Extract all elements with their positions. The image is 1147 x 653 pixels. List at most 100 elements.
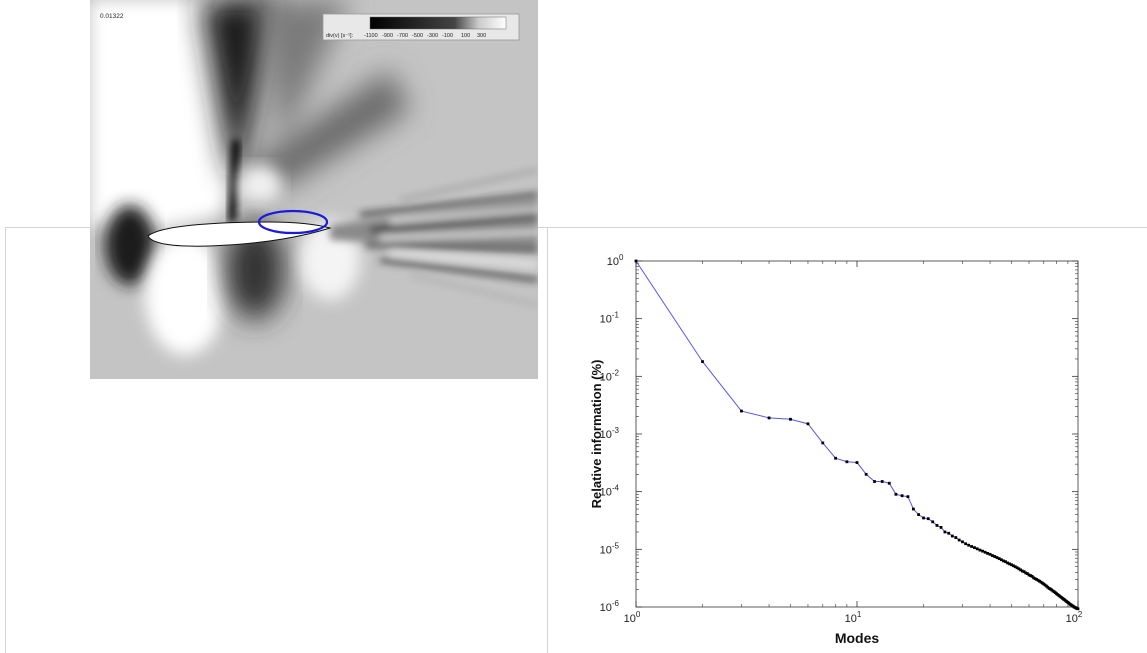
data-point xyxy=(978,548,982,552)
data-point xyxy=(900,494,904,498)
data-point xyxy=(931,520,935,524)
x-tick-labels: 100 101 102 xyxy=(624,610,1083,625)
data-point xyxy=(935,524,939,527)
data-point xyxy=(1022,570,1026,574)
colorbar-tick: 100 xyxy=(461,33,470,39)
major-ticks xyxy=(635,260,1079,608)
y-tick-label: 100 xyxy=(607,253,624,268)
y-tick-label: 10-6 xyxy=(600,599,620,614)
data-point xyxy=(973,546,976,550)
data-point xyxy=(954,536,958,539)
frame-line-top xyxy=(5,227,1147,228)
data-point xyxy=(1076,607,1080,611)
data-point xyxy=(975,547,979,551)
plot-frame xyxy=(635,260,1079,608)
x-tick-label: 102 xyxy=(1066,610,1083,625)
colorbar-label: div(v) [s⁻¹]: xyxy=(326,33,354,39)
data-point xyxy=(1027,573,1031,577)
data-point xyxy=(1002,559,1005,563)
data-point xyxy=(957,538,961,542)
chart-panel: 100 10-1 10-2 10-3 10-4 10-5 10-6 100 101 102 Re… xyxy=(585,245,1105,653)
data-point xyxy=(1008,562,1011,566)
data-point xyxy=(912,507,915,511)
data-point xyxy=(767,416,771,420)
data-point xyxy=(1025,572,1029,575)
data-point xyxy=(894,492,898,496)
x-axis-label: Modes xyxy=(835,630,880,646)
y-axis-label: Relative information (%) xyxy=(589,360,604,509)
colorbar-tick: -500 xyxy=(412,33,423,39)
data-point xyxy=(701,360,704,364)
data-point xyxy=(1017,567,1021,571)
data-point xyxy=(821,441,825,445)
data-point xyxy=(961,540,964,544)
colorbar-tick: -900 xyxy=(382,33,393,39)
data-point xyxy=(917,513,921,517)
data-point xyxy=(1039,580,1043,584)
data-point xyxy=(1019,568,1023,572)
data-point xyxy=(1020,569,1024,573)
data-point xyxy=(1011,564,1015,568)
y-tick-label: 10-5 xyxy=(600,541,620,556)
y-tick-label: 10-1 xyxy=(600,311,620,326)
highlight-ellipse xyxy=(257,209,329,235)
data-point xyxy=(988,552,992,556)
data-point xyxy=(1029,574,1032,578)
colorbar-tick: 300 xyxy=(477,33,486,39)
data-point xyxy=(939,526,943,529)
data-point xyxy=(887,481,891,485)
data-point xyxy=(967,543,971,547)
data-point xyxy=(991,554,994,557)
data-point xyxy=(880,480,884,483)
colorbar-tick: -700 xyxy=(397,33,408,39)
data-point xyxy=(1036,578,1040,582)
data-point xyxy=(1030,574,1034,578)
data-point xyxy=(1024,571,1028,575)
data-point xyxy=(789,417,792,421)
x-tick-label: 101 xyxy=(845,610,862,625)
data-point xyxy=(947,531,951,535)
data-point xyxy=(999,558,1003,562)
data-point xyxy=(993,555,997,558)
data-point xyxy=(986,552,990,555)
data-point xyxy=(995,556,999,559)
colorbar: div(v) [s⁻¹]: -1100 -900 -700 -500 -300 … xyxy=(322,13,520,41)
data-point xyxy=(997,557,1001,561)
flow-field-panel: div(v) [s⁻¹]: -1100 -900 -700 -500 -300 … xyxy=(90,0,538,379)
colorbar-tick: -100 xyxy=(442,33,453,39)
data-point xyxy=(855,461,859,464)
data-point xyxy=(1010,563,1013,567)
data-point xyxy=(943,530,947,534)
data-point xyxy=(1032,576,1036,580)
data-point xyxy=(1015,566,1019,570)
data-point xyxy=(981,549,984,553)
time-label: 0.01322 xyxy=(100,13,124,20)
data-point xyxy=(906,495,910,499)
data-point xyxy=(806,422,810,426)
data-point xyxy=(1038,579,1041,583)
data-point xyxy=(634,259,638,263)
data-point xyxy=(1013,565,1017,569)
data-point xyxy=(845,460,849,464)
data-point xyxy=(922,516,925,520)
frame-line-mid xyxy=(547,227,548,653)
colorbar-tick: -1100 xyxy=(364,33,378,39)
data-point xyxy=(834,456,837,460)
flow-field-image: div(v) [s⁻¹]: -1100 -900 -700 -500 -300 … xyxy=(90,0,538,379)
colorbar-tick: -300 xyxy=(427,33,438,39)
data-point xyxy=(1004,560,1007,564)
data-point xyxy=(873,480,876,483)
data-point xyxy=(1006,561,1009,565)
data-point xyxy=(926,517,930,521)
frame-line-left xyxy=(5,227,6,653)
minor-ticks xyxy=(636,261,1078,607)
data-point xyxy=(1033,577,1037,581)
x-tick-label: 100 xyxy=(624,610,641,625)
data-point xyxy=(983,550,987,554)
data-point xyxy=(970,545,973,548)
series-markers xyxy=(634,259,1080,611)
data-point xyxy=(1035,578,1039,581)
data-point xyxy=(964,542,967,546)
data-point xyxy=(740,409,743,413)
